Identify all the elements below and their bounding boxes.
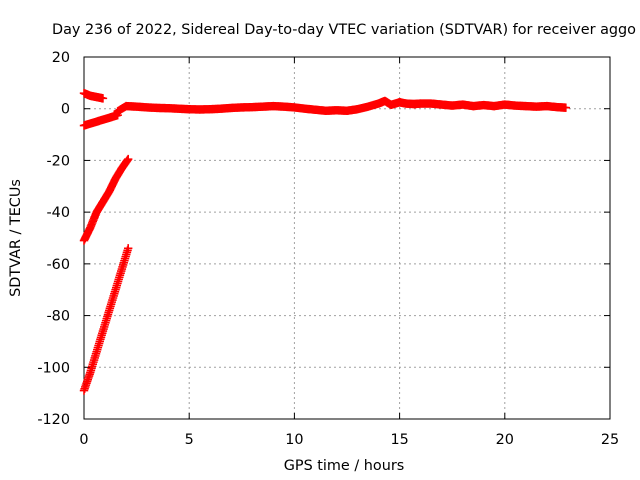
y-axis-label: SDTVAR / TECUs bbox=[8, 179, 24, 297]
data-point bbox=[98, 94, 108, 103]
x-tick-label: 5 bbox=[185, 432, 194, 448]
x-tick-label: 25 bbox=[601, 432, 619, 448]
x-tick-label: 20 bbox=[496, 432, 514, 448]
y-tick-label: -120 bbox=[37, 412, 70, 428]
y-tick-label: 20 bbox=[52, 50, 70, 66]
x-tick-label: 0 bbox=[79, 432, 88, 448]
grid bbox=[84, 57, 610, 419]
data-point bbox=[113, 110, 122, 120]
data-points bbox=[79, 89, 571, 395]
chart-title: Day 236 of 2022, Sidereal Day-to-day VTE… bbox=[52, 22, 636, 38]
y-tick-label: -40 bbox=[46, 205, 70, 221]
data-point bbox=[561, 103, 571, 112]
y-tick-label: -80 bbox=[46, 309, 70, 325]
x-tick-label: 15 bbox=[390, 432, 408, 448]
axis-ticks: 0 5 10 15 20 25 -120 -100 -80 -60 -40 -20 0 20 bbox=[37, 50, 619, 448]
data-point bbox=[123, 244, 133, 253]
y-tick-label: 0 bbox=[61, 102, 70, 118]
y-tick-label: -100 bbox=[37, 360, 70, 376]
x-axis-label: GPS time / hours bbox=[284, 458, 405, 474]
y-tick-label: -20 bbox=[46, 153, 70, 169]
data-point bbox=[123, 154, 133, 164]
y-tick-label: -60 bbox=[46, 257, 70, 273]
x-tick-label: 10 bbox=[285, 432, 303, 448]
